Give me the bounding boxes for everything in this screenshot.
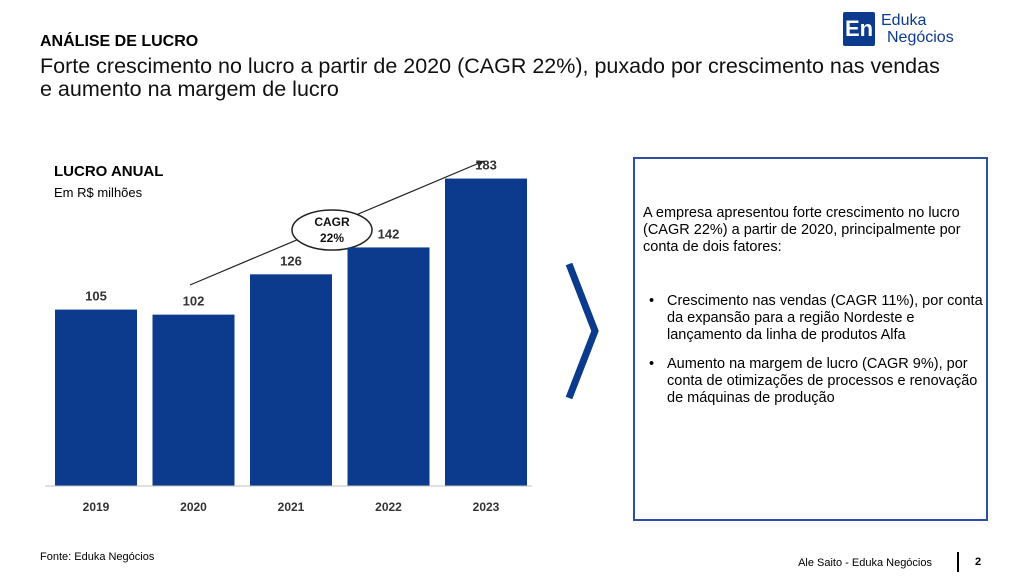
bullet-icon: • — [649, 356, 655, 372]
footer-source: Fonte: Eduka Negócios — [40, 551, 155, 563]
insight-panel: A empresa apresentou forte crescimento n… — [633, 157, 988, 521]
list-item: • Aumento na margem de lucro (CAGR 9%), … — [643, 356, 983, 407]
headline: Forte crescimento no lucro a partir de 2… — [40, 54, 940, 101]
logo-mark-icon: En — [843, 12, 875, 46]
tick-label-2020: 2020 — [180, 500, 207, 514]
data-label-2019: 105 — [85, 289, 107, 304]
chart-subtitle: Em R$ milhões — [54, 185, 143, 200]
logo: En Eduka Negócios — [843, 12, 973, 48]
tick-label-2019: 2019 — [83, 500, 110, 514]
tick-label-2023: 2023 — [473, 500, 500, 514]
logo-line-1: Eduka — [881, 12, 927, 29]
bar-2023 — [445, 178, 527, 486]
chevron-right-icon — [565, 262, 599, 400]
cagr-annotation-line-2: 22% — [320, 231, 344, 245]
bar-2019 — [55, 309, 137, 486]
page-number: 2 — [975, 556, 982, 568]
panel-intro: A empresa apresentou forte crescimento n… — [643, 205, 961, 255]
bullet-text: Crescimento nas vendas (CAGR 11%), por c… — [667, 293, 983, 343]
tick-label-2021: 2021 — [278, 500, 305, 514]
header-label: ANÁLISE DE LUCRO — [40, 33, 199, 50]
tick-label-2022: 2022 — [375, 500, 402, 514]
cagr-annotation-line-1: CAGR — [314, 215, 350, 229]
bar-2021 — [250, 274, 332, 486]
data-label-2023: 183 — [475, 158, 497, 173]
logo-line-2: Negócios — [887, 29, 954, 46]
data-label-2020: 102 — [183, 294, 205, 309]
list-item: • Crescimento nas vendas (CAGR 11%), por… — [643, 293, 983, 344]
cagr-annotation-bubble — [291, 209, 373, 251]
data-label-2022: 142 — [378, 226, 400, 241]
bullet-icon: • — [649, 293, 655, 309]
bar-2020 — [152, 314, 235, 486]
panel-bullet-list: • Crescimento nas vendas (CAGR 11%), por… — [643, 293, 983, 419]
chart-title: LUCRO ANUAL — [54, 163, 164, 180]
footer-author: Ale Saito - Eduka Negócios — [798, 557, 932, 569]
bullet-text: Aumento na margem de lucro (CAGR 9%), po… — [667, 356, 978, 406]
footer-divider — [957, 552, 959, 572]
bar-2022 — [347, 247, 430, 486]
data-label-2021: 126 — [280, 253, 302, 268]
